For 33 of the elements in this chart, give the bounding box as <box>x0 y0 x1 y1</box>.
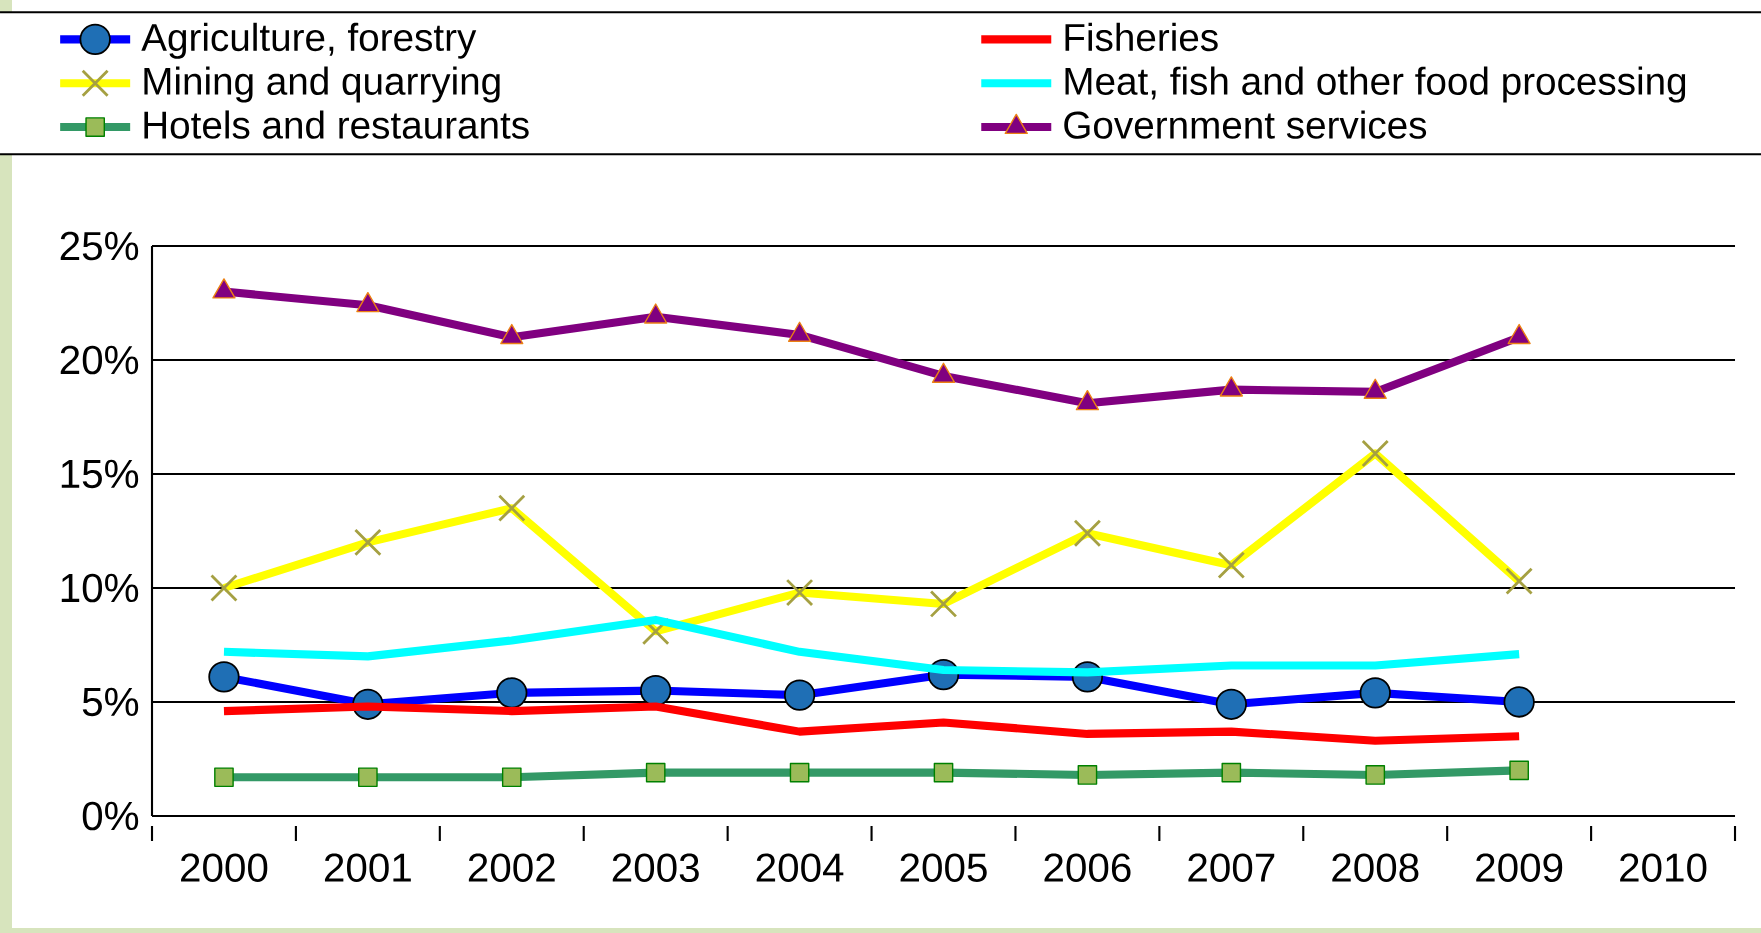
y-tick-label: 5% <box>82 687 139 717</box>
x-tick-label: 2000 <box>181 853 268 883</box>
point <box>500 323 524 345</box>
x-tick-label: 2009 <box>1476 853 1563 883</box>
x-tick-label: 2008 <box>1332 853 1419 883</box>
y-tick-label: 10% <box>61 573 139 603</box>
point <box>787 321 812 342</box>
x-tick-label: 2010 <box>1620 853 1707 883</box>
point <box>1219 376 1243 397</box>
y-tick-label: 15% <box>61 459 139 489</box>
point <box>1075 389 1100 411</box>
legend-label: Meat, fish and other food processing <box>1065 66 1686 103</box>
x-tick-label: 2001 <box>324 853 411 883</box>
point <box>212 278 236 299</box>
point <box>356 291 380 313</box>
x-tick-label: 2003 <box>612 853 699 883</box>
point <box>1363 378 1387 399</box>
x-tick-label: 2002 <box>468 853 555 883</box>
y-tick-label: 0% <box>82 801 139 831</box>
x-tick-label: 2007 <box>1188 853 1275 883</box>
legend-label: Fisheries <box>1065 22 1218 52</box>
x-tick-label: 2006 <box>1044 853 1131 883</box>
legend-label: Government services <box>1064 110 1427 139</box>
x-tick-label: 2005 <box>900 853 987 883</box>
y-tick-label: 25% <box>60 231 139 261</box>
legend-label: Agriculture, forestry <box>141 22 477 59</box>
point <box>931 362 956 383</box>
point <box>1507 323 1531 345</box>
x-tick-label: 2004 <box>756 853 844 883</box>
legend-label: Hotels and restaurants <box>144 110 529 139</box>
y-tick-label: 20% <box>60 345 139 375</box>
legend-label: Mining and quarrying <box>144 66 500 103</box>
point <box>644 303 668 324</box>
